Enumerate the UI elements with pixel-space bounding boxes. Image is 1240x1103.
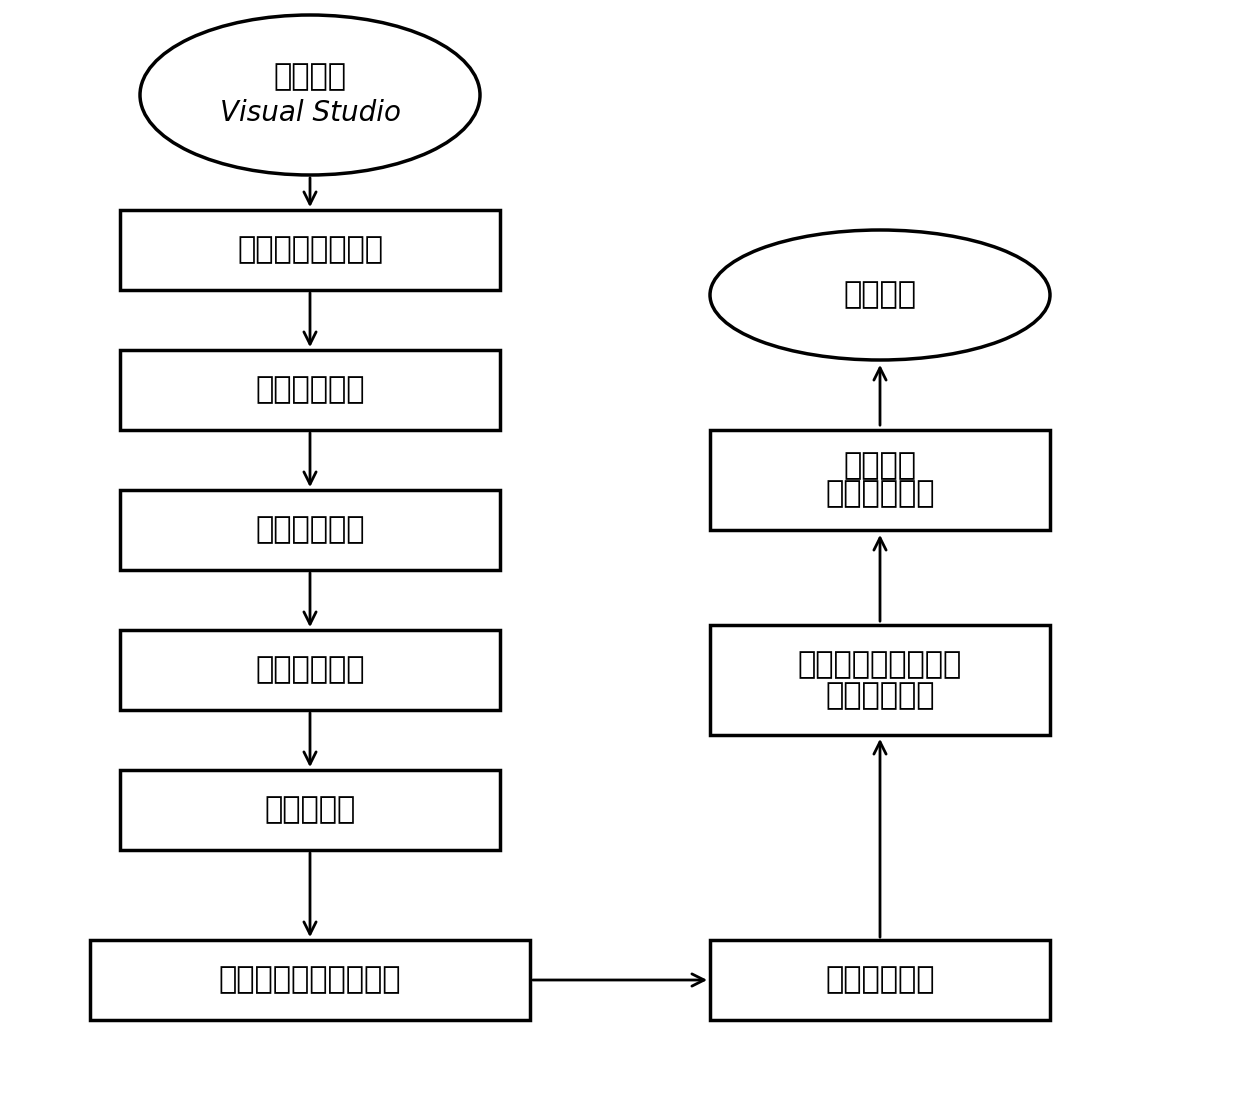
Bar (120, 630, 500, 710)
Text: 启动软件: 启动软件 (274, 63, 346, 92)
Bar (711, 625, 1050, 735)
Bar (711, 940, 1050, 1020)
Bar (91, 940, 529, 1020)
Text: 关闭软件: 关闭软件 (843, 280, 916, 310)
Bar (120, 350, 500, 430)
Bar (120, 770, 500, 850)
Text: 得到结果: 得到结果 (843, 451, 916, 481)
Text: 求解域积分: 求解域积分 (264, 795, 356, 825)
Text: Visual Studio: Visual Studio (219, 99, 401, 127)
Bar (120, 210, 500, 290)
Text: 求解边界方程: 求解边界方程 (826, 965, 935, 995)
Ellipse shape (711, 231, 1050, 360)
Ellipse shape (140, 15, 480, 175)
Bar (120, 490, 500, 570)
Text: 建立数值模型: 建立数值模型 (255, 375, 365, 405)
Text: 输出结果文件: 输出结果文件 (826, 480, 935, 508)
Text: 构建边界方程系数矩阵: 构建边界方程系数矩阵 (218, 965, 402, 995)
Text: 划分单元网格: 划分单元网格 (255, 515, 365, 545)
Text: 设置边界条件: 设置边界条件 (255, 655, 365, 685)
Text: 将域积分结果与边界: 将域积分结果与边界 (797, 650, 962, 679)
Bar (711, 430, 1050, 531)
Text: 方程结果相加: 方程结果相加 (826, 681, 935, 710)
Text: 读取模型信息文件: 读取模型信息文件 (237, 236, 383, 265)
